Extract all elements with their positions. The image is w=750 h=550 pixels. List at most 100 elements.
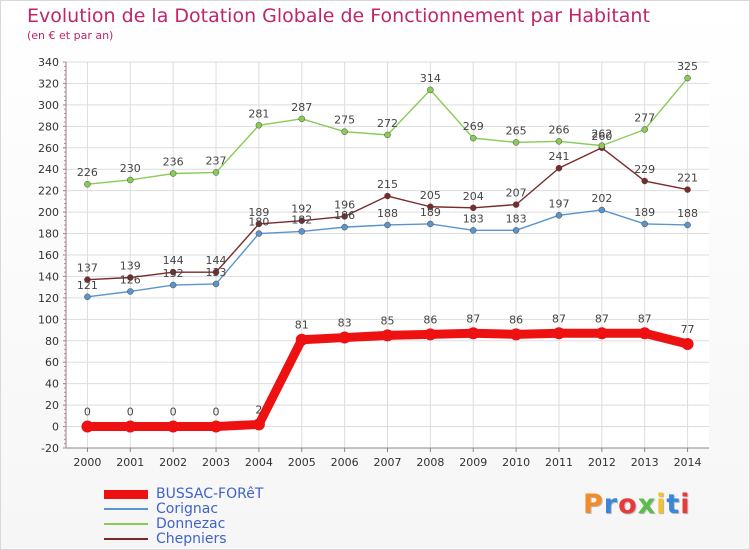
series-point — [598, 206, 606, 214]
x-tick-label: 2001 — [116, 456, 144, 469]
data-label: 265 — [506, 124, 527, 137]
data-label: 81 — [295, 319, 309, 332]
series-point — [295, 333, 308, 346]
y-tick-label: 160 — [38, 249, 59, 262]
data-label: 204 — [463, 190, 484, 203]
x-tick-label: 2010 — [502, 456, 530, 469]
data-label: 262 — [591, 128, 612, 141]
data-label: 121 — [77, 279, 98, 292]
series-point — [684, 74, 691, 82]
data-label: 189 — [634, 206, 655, 219]
data-label: 83 — [338, 317, 352, 330]
data-label: 126 — [120, 273, 141, 286]
data-label: 221 — [677, 172, 698, 185]
x-tick-label: 2011 — [545, 456, 573, 469]
series-point — [424, 328, 437, 341]
series-point — [210, 420, 223, 433]
data-label: 189 — [248, 206, 269, 219]
series-point — [641, 177, 648, 185]
logo-letter: i — [680, 489, 691, 520]
series-point — [341, 223, 348, 231]
data-label: 87 — [552, 312, 566, 325]
series-point — [427, 203, 434, 210]
series-point — [212, 280, 220, 288]
x-tick-label: 2002 — [159, 456, 187, 469]
legend-label: Corignac — [156, 501, 219, 517]
y-tick-label: 220 — [38, 185, 59, 198]
series-point — [512, 139, 520, 146]
logo-letter: i — [656, 489, 667, 520]
series-layer — [81, 74, 694, 433]
data-label: 314 — [420, 72, 441, 85]
data-label: 188 — [677, 207, 698, 220]
data-label: 192 — [291, 203, 312, 216]
data-label: 132 — [163, 267, 184, 280]
series-point — [127, 288, 134, 295]
series-point — [427, 86, 434, 94]
data-label: 86 — [509, 313, 523, 326]
data-label: 0 — [170, 406, 177, 419]
x-tick-label: 2000 — [73, 456, 101, 469]
data-label: 241 — [548, 150, 569, 163]
data-label: 144 — [163, 254, 184, 267]
data-label: 325 — [677, 60, 698, 73]
data-label: 215 — [377, 178, 398, 191]
data-label: 269 — [463, 120, 484, 133]
data-label: 0 — [213, 406, 220, 419]
data-label: 0 — [127, 406, 134, 419]
series-point — [127, 176, 134, 184]
y-tick-label: 80 — [45, 335, 59, 348]
x-tick-label: 2008 — [416, 456, 444, 469]
series-point — [598, 142, 606, 149]
y-tick-label: 0 — [52, 421, 59, 434]
series-point — [167, 420, 180, 433]
legend-swatch — [104, 489, 148, 499]
logo-letter: t — [666, 489, 681, 520]
series-point — [338, 331, 351, 344]
x-tick-label: 2006 — [331, 456, 359, 469]
series-point — [638, 327, 651, 340]
data-label: 281 — [248, 107, 269, 120]
x-tick-label: 2005 — [288, 456, 316, 469]
y-tick-label: 180 — [38, 228, 59, 241]
series-point — [255, 230, 263, 237]
logo-letter: x — [637, 489, 657, 520]
x-tick-label: 2013 — [631, 456, 659, 469]
data-label: 237 — [206, 154, 227, 167]
data-label: 260 — [591, 130, 612, 143]
series-point — [384, 131, 391, 139]
axis-layer: -200204060801001201401601802002202402602… — [38, 56, 709, 469]
series-point — [381, 329, 394, 342]
data-label: 229 — [634, 163, 655, 176]
data-label: 182 — [291, 213, 312, 226]
data-label: 85 — [381, 314, 395, 327]
proxiti-logo: Proxiti — [583, 489, 691, 520]
data-label: 180 — [248, 216, 269, 229]
data-label: 86 — [423, 313, 437, 326]
data-label: 87 — [638, 312, 652, 325]
series-point — [384, 192, 391, 200]
series-point — [169, 268, 177, 276]
legend-swatch — [104, 538, 148, 540]
series-point — [341, 213, 348, 220]
data-label: 196 — [334, 198, 355, 211]
legend-swatch — [104, 508, 148, 510]
series-point — [212, 169, 220, 176]
y-tick-label: 240 — [38, 163, 59, 176]
x-tick-label: 2012 — [588, 456, 616, 469]
data-label: 202 — [591, 192, 612, 205]
series-point — [212, 268, 220, 276]
series-point — [555, 138, 563, 145]
data-label: 183 — [463, 212, 484, 225]
series-point — [127, 274, 134, 281]
series-point — [467, 327, 480, 340]
data-label: 277 — [634, 112, 655, 125]
y-tick-label: 320 — [38, 77, 59, 90]
x-tick-label: 2007 — [374, 456, 402, 469]
chart-title: Evolution de la Dotation Globale de Fonc… — [27, 5, 650, 27]
logo-letter: o — [618, 489, 638, 520]
series-point — [298, 217, 306, 224]
y-tick-label: 140 — [38, 270, 59, 283]
